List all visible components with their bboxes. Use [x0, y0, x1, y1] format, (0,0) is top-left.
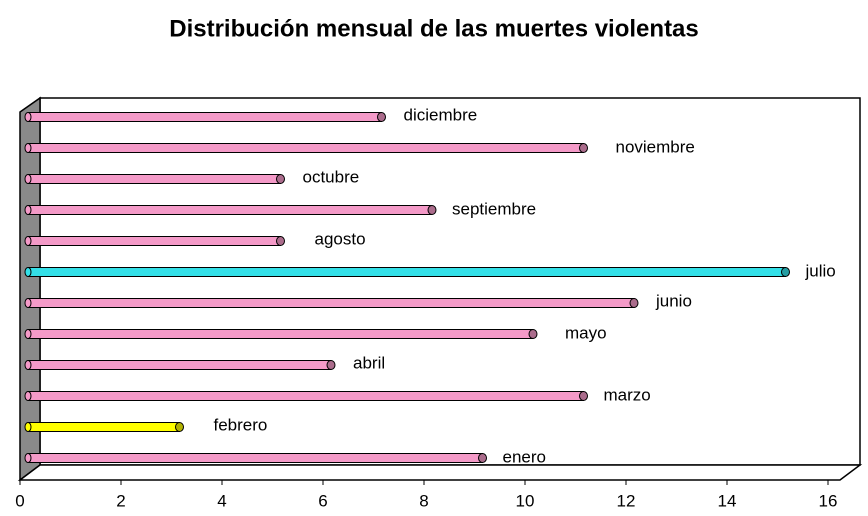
bar-end [175, 422, 184, 432]
category-label: julio [805, 261, 836, 280]
bar-end [276, 236, 285, 246]
bar [27, 298, 635, 308]
category-label: junio [655, 291, 692, 310]
category-label: marzo [604, 385, 651, 404]
x-tick-label: 12 [617, 491, 636, 510]
bar-cap [24, 205, 32, 215]
bar-cap [24, 267, 32, 277]
back-wall [39, 97, 861, 466]
bar-cap [24, 298, 32, 308]
bar [27, 143, 584, 153]
x-tick-label: 0 [15, 491, 24, 510]
category-label: agosto [315, 229, 366, 248]
x-tick-label: 2 [116, 491, 125, 510]
category-label: octubre [303, 167, 360, 186]
bar [27, 329, 534, 339]
bar [27, 360, 332, 370]
x-tick-label: 6 [318, 491, 327, 510]
bar-cap [24, 422, 32, 432]
bar-end [579, 391, 588, 401]
bar-cap [24, 329, 32, 339]
x-tick-label: 16 [819, 491, 838, 510]
bar-end [427, 205, 437, 215]
bar [27, 112, 382, 122]
bar [27, 174, 281, 184]
bar-end [579, 143, 588, 153]
category-label: abril [353, 353, 385, 372]
bar-cap [24, 174, 32, 184]
floor [17, 464, 863, 481]
bar-end [377, 112, 386, 122]
bar [27, 453, 483, 463]
bar-cap [24, 143, 32, 153]
bar-cap [24, 112, 32, 122]
x-tick-label: 10 [516, 491, 535, 510]
bar-cap [24, 360, 32, 370]
bar-end [478, 453, 487, 463]
bar-cap [24, 236, 32, 246]
category-label: enero [503, 447, 546, 466]
bar [27, 391, 584, 401]
category-label: septiembre [452, 199, 536, 218]
category-label: mayo [565, 323, 607, 342]
category-label: febrero [214, 415, 268, 434]
bar-end [629, 298, 639, 308]
bar [27, 422, 180, 432]
category-label: noviembre [616, 137, 695, 156]
bar-end [276, 174, 285, 184]
bar-cap [24, 391, 32, 401]
bar-cap [24, 453, 32, 463]
bar-end [528, 329, 538, 339]
bar [27, 236, 281, 246]
x-tick-label: 8 [419, 491, 428, 510]
x-tick-label: 14 [718, 491, 737, 510]
bar-end [326, 360, 336, 370]
bar [27, 267, 786, 277]
bar-end [781, 267, 790, 277]
chart-title: Distribución mensual de las muertes viol… [169, 15, 699, 42]
bar [27, 205, 433, 215]
x-tick-label: 4 [217, 491, 226, 510]
category-label: diciembre [404, 105, 478, 124]
